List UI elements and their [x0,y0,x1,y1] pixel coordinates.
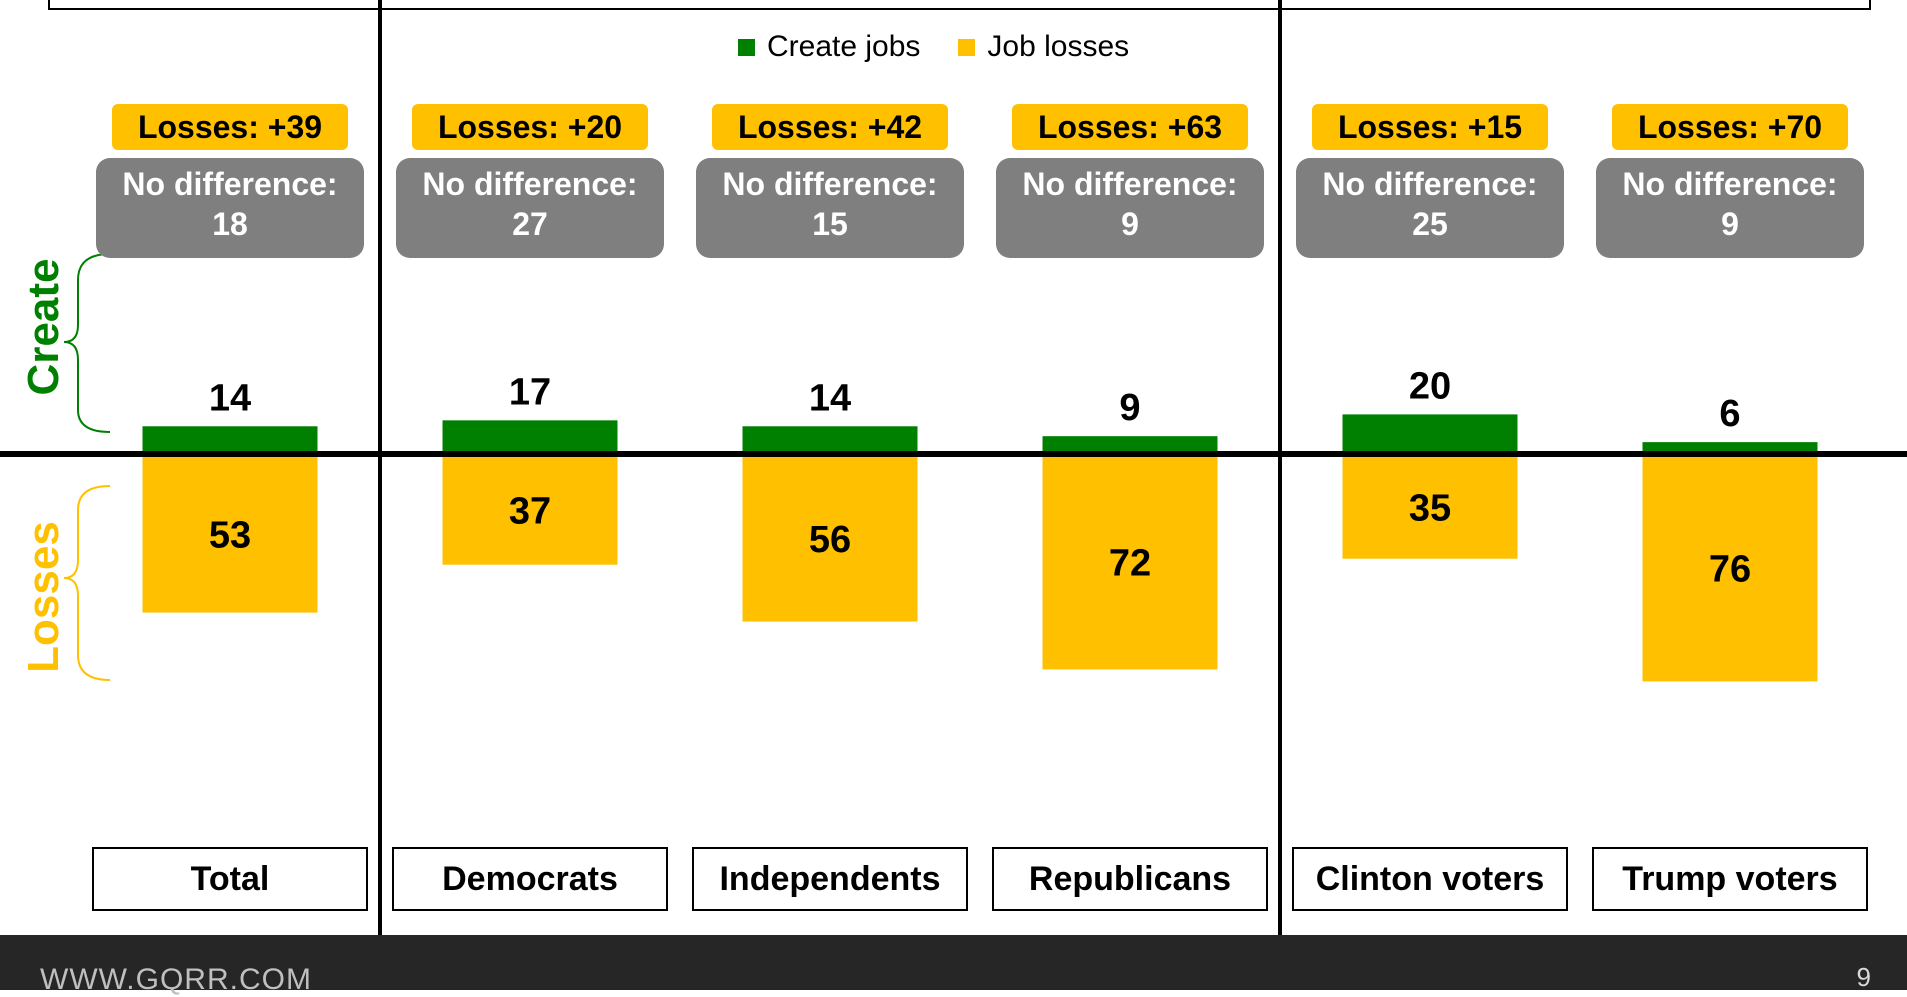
no-difference-box-4: No difference: 25 [1296,158,1564,258]
losses-badge-3: Losses: +63 [1012,104,1248,150]
category-label-4: Clinton voters [1292,847,1568,911]
legend-item-create: Create jobs [738,30,920,64]
legend-label-losses: Job losses [987,30,1130,63]
data-label-losses-1: 37 [509,490,551,532]
category-label-2: Independents [692,847,968,911]
no-difference-value-2: 15 [812,206,848,242]
data-label-losses-5: 76 [1709,549,1751,591]
category-label-5: Trump voters [1592,847,1868,911]
no-difference-box-1: No difference: 27 [396,158,664,258]
top-frame [48,0,1871,10]
bar-create-4 [1342,414,1518,454]
no-difference-value-1: 27 [512,206,548,242]
no-difference-label-3: No difference: [1022,166,1238,202]
data-label-create-0: 14 [209,377,251,419]
losses-badge-1: Losses: +20 [412,104,648,150]
data-label-create-1: 17 [509,371,551,413]
data-label-losses-3: 72 [1109,543,1151,585]
data-label-losses-4: 35 [1409,487,1451,529]
data-label-create-2: 14 [809,377,851,419]
bar-losses-1 [442,454,618,565]
bar-create-5 [1642,442,1818,454]
bar-losses-3 [1042,454,1218,670]
losses-badge-4: Losses: +15 [1312,104,1548,150]
legend: Create jobs Job losses [738,30,1167,64]
legend-swatch-losses [958,38,976,56]
legend-swatch-create [738,38,755,56]
data-label-losses-0: 53 [209,514,251,556]
category-label-1: Democrats [392,847,668,911]
no-difference-box-3: No difference: 9 [996,158,1264,258]
no-difference-label-0: No difference: [122,166,338,202]
losses-badge-2: Losses: +42 [712,104,948,150]
bar-losses-5 [1642,454,1818,682]
footer-logo: WWW.GQRR.COM [40,963,312,996]
no-difference-box-5: No difference: 9 [1596,158,1864,258]
footer-bar [0,935,1907,990]
no-difference-box-0: No difference: 18 [96,158,364,258]
no-difference-label-1: No difference: [422,166,638,202]
create-bracket [63,253,111,433]
bar-create-2 [742,426,918,454]
legend-item-losses: Job losses [958,30,1129,64]
no-difference-value-4: 25 [1412,206,1448,242]
page-number: 9 [1856,962,1871,992]
category-label-0: Total [92,847,368,911]
losses-badge-0: Losses: +39 [112,104,348,150]
bar-losses-4 [1342,454,1518,559]
no-difference-box-2: No difference: 15 [696,158,964,258]
bar-losses-2 [742,454,918,622]
losses-badge-5: Losses: +70 [1612,104,1848,150]
bar-create-0 [142,426,318,454]
data-label-losses-2: 56 [809,519,851,561]
no-difference-value-5: 9 [1721,206,1739,242]
bar-create-1 [442,420,618,454]
data-label-create-3: 9 [1119,387,1140,429]
no-difference-label-5: No difference: [1622,166,1838,202]
no-difference-value-0: 18 [212,206,248,242]
legend-label-create: Create jobs [767,30,921,63]
bar-create-3 [1042,436,1218,454]
bar-losses-0 [142,454,318,613]
no-difference-label-4: No difference: [1322,166,1538,202]
data-label-create-4: 20 [1409,365,1451,407]
data-label-create-5: 6 [1719,393,1740,435]
losses-bracket [63,485,111,681]
no-difference-value-3: 9 [1121,206,1139,242]
no-difference-label-2: No difference: [722,166,938,202]
category-label-3: Republicans [992,847,1268,911]
